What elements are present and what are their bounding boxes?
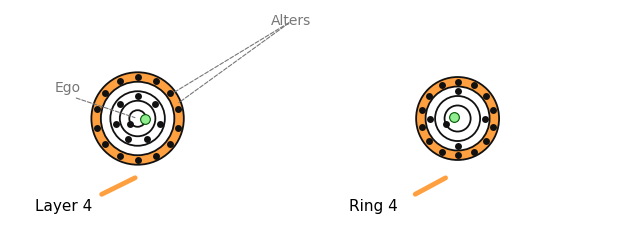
Ellipse shape <box>445 105 470 132</box>
Ellipse shape <box>101 82 174 155</box>
Ellipse shape <box>129 110 146 127</box>
Ellipse shape <box>120 101 156 136</box>
Ellipse shape <box>435 96 480 141</box>
Ellipse shape <box>92 72 184 165</box>
Ellipse shape <box>416 77 499 160</box>
Ellipse shape <box>445 105 470 132</box>
Text: Ring 4: Ring 4 <box>349 199 397 214</box>
Ellipse shape <box>101 82 174 155</box>
Ellipse shape <box>435 96 480 141</box>
Ellipse shape <box>426 87 490 150</box>
Ellipse shape <box>416 77 499 160</box>
Ellipse shape <box>110 91 165 146</box>
Text: Ego: Ego <box>54 81 81 95</box>
Text: Layer 4: Layer 4 <box>35 199 92 214</box>
Ellipse shape <box>92 72 184 165</box>
Text: Alters: Alters <box>271 14 311 28</box>
Ellipse shape <box>120 101 156 136</box>
Ellipse shape <box>426 87 490 150</box>
Ellipse shape <box>129 110 146 127</box>
Ellipse shape <box>110 91 165 146</box>
